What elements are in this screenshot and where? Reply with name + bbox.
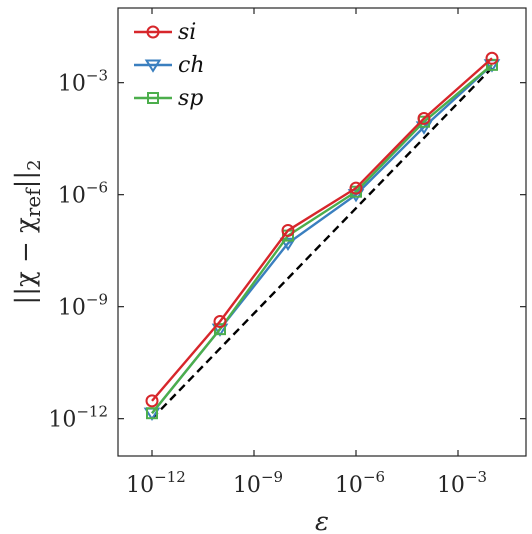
reference-line bbox=[151, 66, 493, 420]
data-point-si bbox=[145, 394, 159, 408]
y-tick-label: 10−6 bbox=[58, 179, 108, 209]
y-axis-label-post: || bbox=[11, 171, 41, 189]
series-line-sp bbox=[151, 63, 493, 414]
legend-item-sp: sp bbox=[134, 86, 203, 111]
legend-label: si bbox=[178, 20, 196, 45]
plot-area-frame bbox=[117, 7, 527, 457]
y-tick-label: 10−12 bbox=[48, 403, 108, 433]
data-point-sp bbox=[146, 407, 158, 420]
legend-marker-sp bbox=[147, 92, 159, 104]
data-point-si bbox=[417, 111, 431, 125]
legend-marker-ch bbox=[144, 59, 162, 73]
y-axis-label-sub: ref bbox=[21, 187, 45, 217]
data-point-si bbox=[213, 315, 227, 329]
y-axis-label-subscript: 2 bbox=[24, 159, 45, 170]
data-point-si bbox=[349, 181, 363, 195]
y-tick-label: 10−9 bbox=[58, 291, 108, 321]
x-axis-label: ε bbox=[315, 507, 329, 534]
y-axis-label-main: ||χ − χ bbox=[11, 217, 41, 305]
y-axis-label: ||χ − χref||2 bbox=[11, 159, 45, 304]
series-line-si bbox=[151, 57, 493, 402]
svg-text:||χ − χref||2: ||χ − χref||2 bbox=[11, 159, 45, 304]
data-point-si bbox=[281, 223, 295, 237]
x-tick-label: 10−3 bbox=[437, 468, 487, 498]
y-tick-label: 10−3 bbox=[58, 67, 108, 97]
data-point-si bbox=[485, 51, 499, 65]
legend-item-ch: ch bbox=[134, 53, 205, 78]
legend-item-si: si bbox=[134, 20, 196, 45]
legend-marker-si bbox=[146, 25, 160, 39]
legend-label: sp bbox=[178, 86, 203, 111]
data-point-ch bbox=[279, 237, 297, 251]
x-tick-label: 10−6 bbox=[335, 468, 385, 498]
x-tick-label: 10−12 bbox=[126, 468, 186, 498]
series-line-ch bbox=[151, 63, 493, 414]
x-tick-label: 10−9 bbox=[233, 468, 283, 498]
legend-label: ch bbox=[178, 53, 205, 78]
